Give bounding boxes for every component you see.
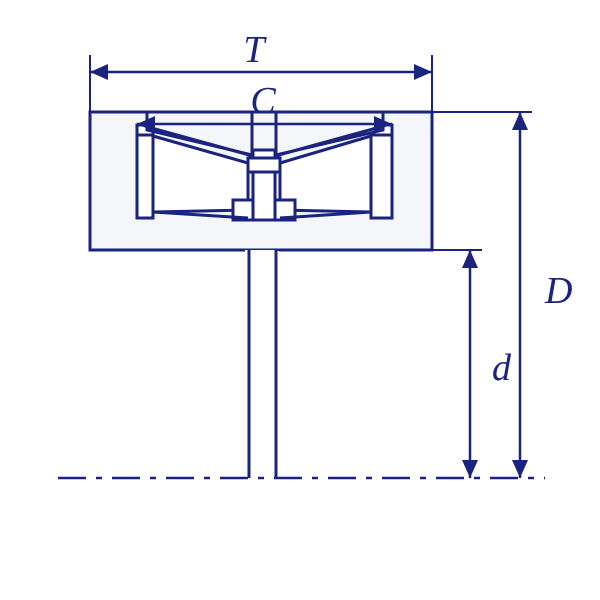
dimension-T: T [90,29,432,80]
label-C: C [250,80,276,122]
dimension-D: D [512,112,572,478]
dimension-C: C [137,80,392,132]
label-T: T [243,29,267,71]
label-d: d [492,347,512,389]
bore-lines [249,250,276,478]
bearing-diagram: T C D d [0,0,600,600]
center-spacer [248,150,280,220]
dimension-d: d [462,250,512,478]
label-D: D [544,270,572,312]
